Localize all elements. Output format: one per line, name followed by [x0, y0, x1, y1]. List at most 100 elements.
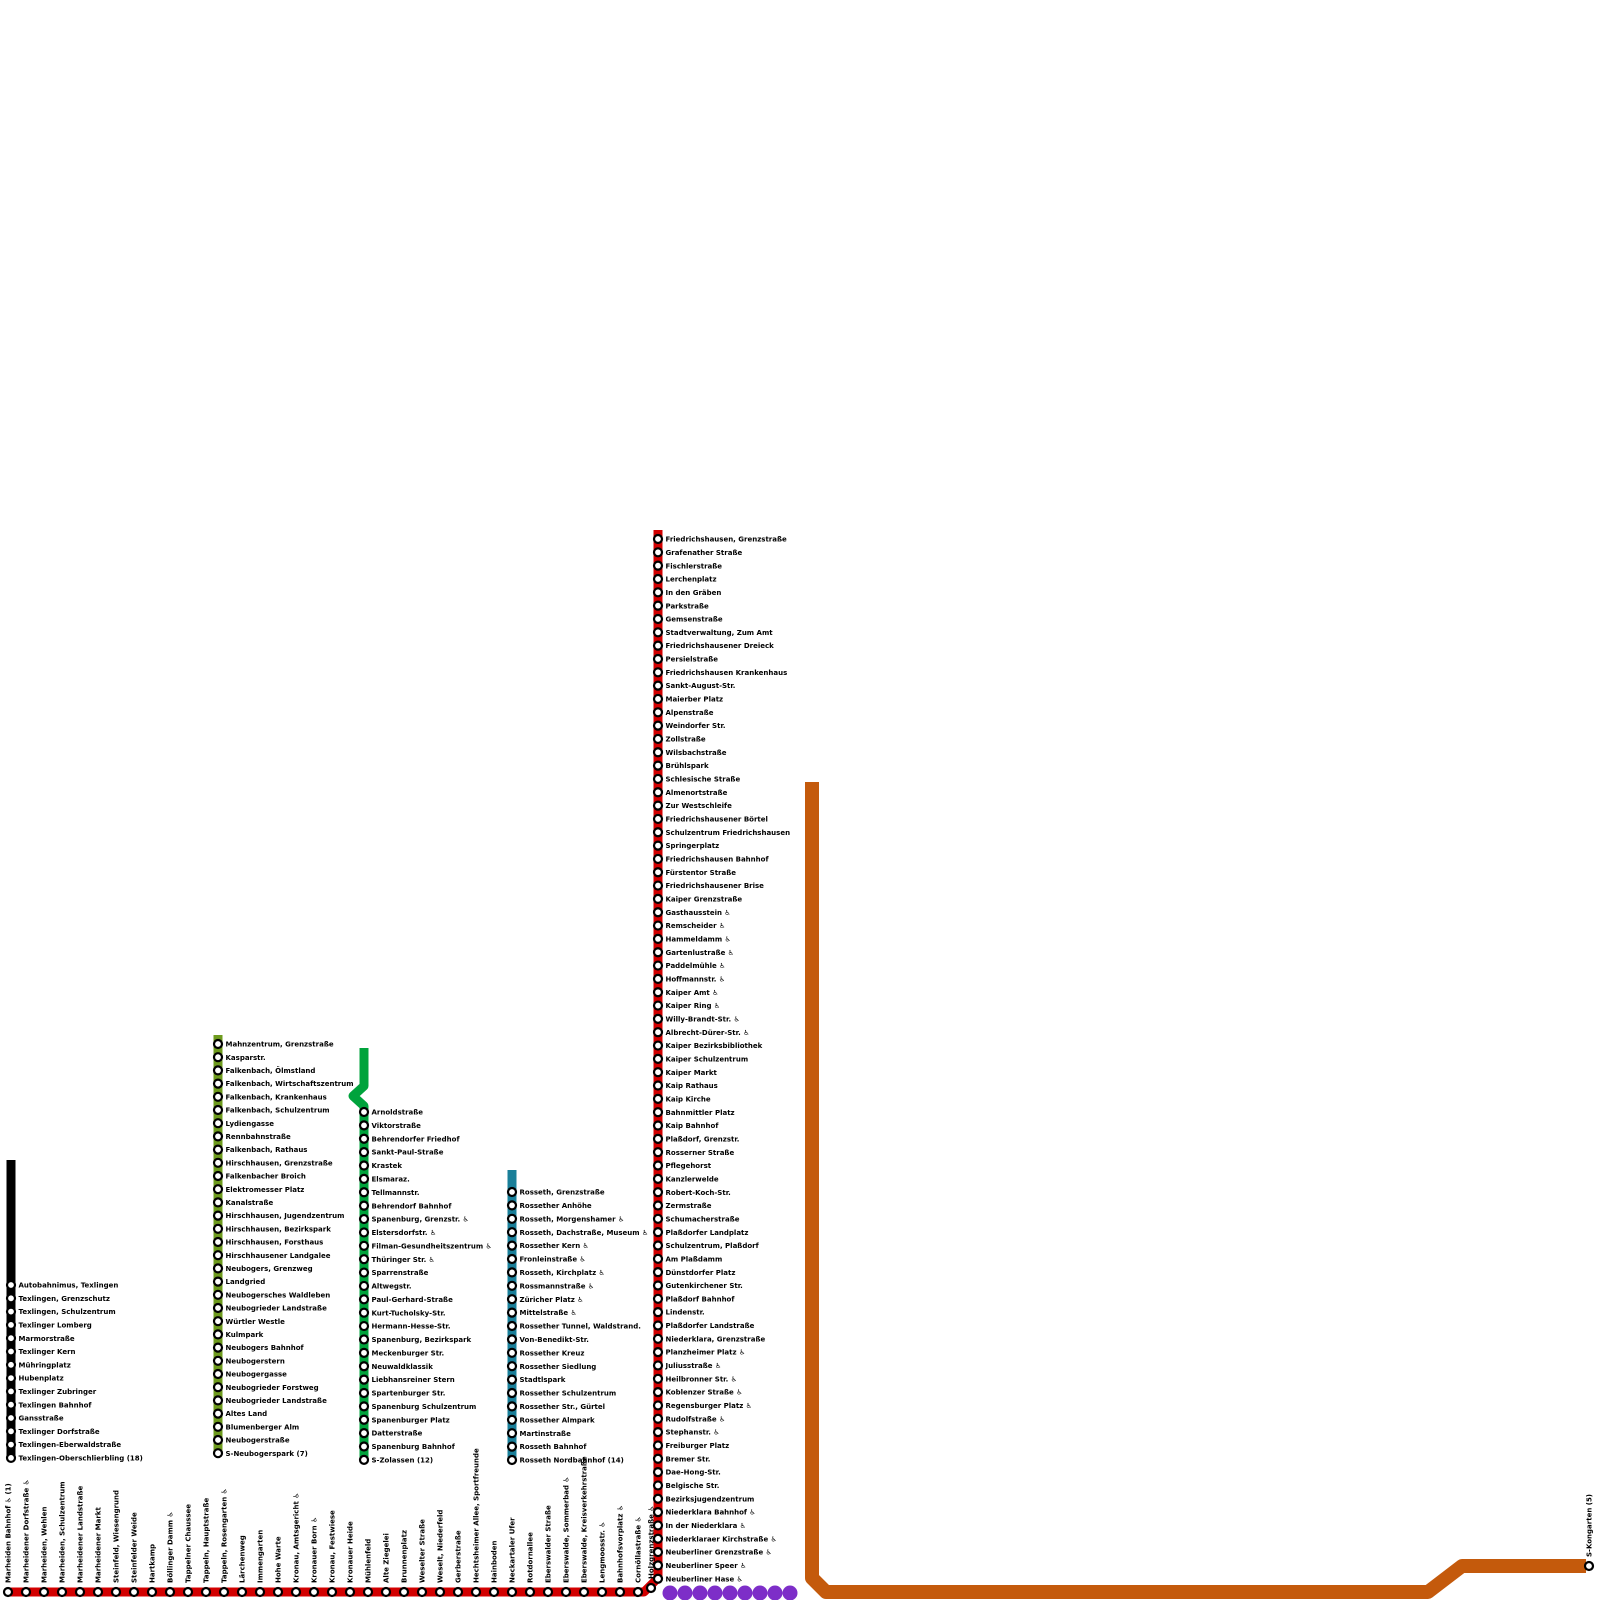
station-marker[interactable]: [506, 1280, 518, 1291]
station-marker[interactable]: [358, 1454, 370, 1465]
station-marker[interactable]: [652, 1307, 664, 1318]
station-marker[interactable]: [652, 1080, 664, 1091]
station-marker[interactable]: [652, 1387, 664, 1398]
station-marker[interactable]: [506, 1253, 518, 1265]
station-marker[interactable]: [358, 1414, 370, 1425]
station-marker[interactable]: [212, 1197, 224, 1208]
station-marker[interactable]: [652, 1347, 664, 1358]
station-marker[interactable]: [506, 1294, 518, 1305]
station-marker[interactable]: [506, 1401, 518, 1412]
station-marker[interactable]: [506, 1320, 518, 1332]
station-marker[interactable]: [344, 1586, 356, 1598]
station-marker[interactable]: [506, 1200, 518, 1211]
station-marker[interactable]: [652, 1440, 664, 1451]
station-marker[interactable]: [200, 1586, 212, 1598]
station-marker[interactable]: [652, 1267, 664, 1278]
station-marker[interactable]: [652, 973, 664, 984]
station-marker[interactable]: [652, 1493, 664, 1504]
station-marker[interactable]: [146, 1586, 158, 1598]
station-marker[interactable]: [290, 1586, 302, 1598]
station-marker[interactable]: [652, 987, 664, 998]
station-marker[interactable]: [652, 720, 664, 731]
station-marker[interactable]: [236, 1586, 248, 1598]
station-marker[interactable]: [212, 1131, 224, 1142]
station-marker[interactable]: [358, 1387, 370, 1399]
station-marker[interactable]: [506, 1387, 518, 1399]
station-marker[interactable]: [652, 1400, 664, 1411]
station-marker[interactable]: [416, 1586, 428, 1598]
station-marker[interactable]: [652, 920, 664, 931]
station-marker[interactable]: [5, 1319, 17, 1331]
station-marker[interactable]: [652, 1293, 664, 1304]
station-marker[interactable]: [506, 1361, 518, 1372]
station-marker[interactable]: [652, 667, 664, 678]
station-marker[interactable]: [5, 1279, 17, 1291]
station-marker[interactable]: [128, 1586, 140, 1598]
station-marker[interactable]: [506, 1441, 518, 1452]
station-marker[interactable]: [488, 1586, 500, 1598]
station-marker[interactable]: [652, 747, 664, 758]
station-marker[interactable]: [358, 1120, 370, 1131]
station-marker[interactable]: [212, 1065, 224, 1076]
station-marker[interactable]: [358, 1320, 370, 1332]
station-marker[interactable]: [652, 1000, 664, 1011]
station-marker[interactable]: [212, 1184, 224, 1195]
station-marker[interactable]: [652, 1280, 664, 1291]
station-marker[interactable]: [5, 1293, 17, 1304]
station-marker[interactable]: [652, 1240, 664, 1251]
station-marker[interactable]: [578, 1586, 590, 1598]
station-marker[interactable]: [5, 1333, 17, 1344]
station-marker[interactable]: [38, 1586, 50, 1598]
station-marker[interactable]: [645, 1582, 657, 1594]
station-marker[interactable]: [362, 1586, 374, 1598]
station-marker[interactable]: [212, 1223, 224, 1234]
station-marker[interactable]: [358, 1441, 370, 1452]
station-marker[interactable]: [5, 1399, 17, 1410]
station-marker[interactable]: [212, 1355, 224, 1366]
station-marker[interactable]: [212, 1170, 224, 1182]
station-marker[interactable]: [652, 1533, 664, 1544]
station-marker[interactable]: [452, 1586, 464, 1598]
station-marker[interactable]: [506, 1428, 518, 1439]
station-marker[interactable]: [212, 1144, 224, 1155]
station-marker[interactable]: [358, 1267, 370, 1278]
station-marker[interactable]: [5, 1372, 17, 1384]
station-marker[interactable]: [652, 1120, 664, 1131]
station-marker[interactable]: [652, 1480, 664, 1491]
station-marker[interactable]: [652, 573, 664, 585]
station-marker[interactable]: [652, 1427, 664, 1438]
station-marker[interactable]: [358, 1133, 370, 1144]
station-marker[interactable]: [358, 1334, 370, 1345]
station-marker[interactable]: [358, 1213, 370, 1225]
station-marker[interactable]: [652, 773, 664, 785]
station-marker[interactable]: [212, 1078, 224, 1089]
station-marker[interactable]: [358, 1361, 370, 1372]
station-marker[interactable]: [652, 1173, 664, 1184]
station-marker[interactable]: [524, 1586, 536, 1598]
station-marker[interactable]: [5, 1439, 17, 1450]
station-marker[interactable]: [652, 707, 664, 718]
station-marker[interactable]: [652, 640, 664, 651]
station-marker[interactable]: [542, 1586, 554, 1598]
station-marker[interactable]: [652, 1200, 664, 1211]
station-marker[interactable]: [652, 1373, 664, 1384]
station-marker[interactable]: [652, 933, 664, 945]
station-marker[interactable]: [212, 1091, 224, 1102]
station-marker[interactable]: [652, 947, 664, 958]
station-marker[interactable]: [652, 653, 664, 665]
station-marker[interactable]: [56, 1586, 68, 1598]
station-marker[interactable]: [164, 1586, 176, 1598]
station-marker[interactable]: [652, 627, 664, 638]
station-marker[interactable]: [110, 1586, 122, 1598]
station-marker[interactable]: [212, 1395, 224, 1406]
station-marker[interactable]: [652, 1013, 664, 1024]
station-marker[interactable]: [470, 1586, 482, 1598]
station-marker[interactable]: [652, 1107, 664, 1118]
station-marker[interactable]: [358, 1240, 370, 1251]
station-marker[interactable]: [506, 1586, 518, 1598]
station-marker[interactable]: [652, 1253, 664, 1264]
station-marker[interactable]: [652, 1053, 664, 1064]
station-marker[interactable]: [358, 1401, 370, 1412]
station-marker[interactable]: [358, 1160, 370, 1171]
station-marker[interactable]: [652, 600, 664, 611]
